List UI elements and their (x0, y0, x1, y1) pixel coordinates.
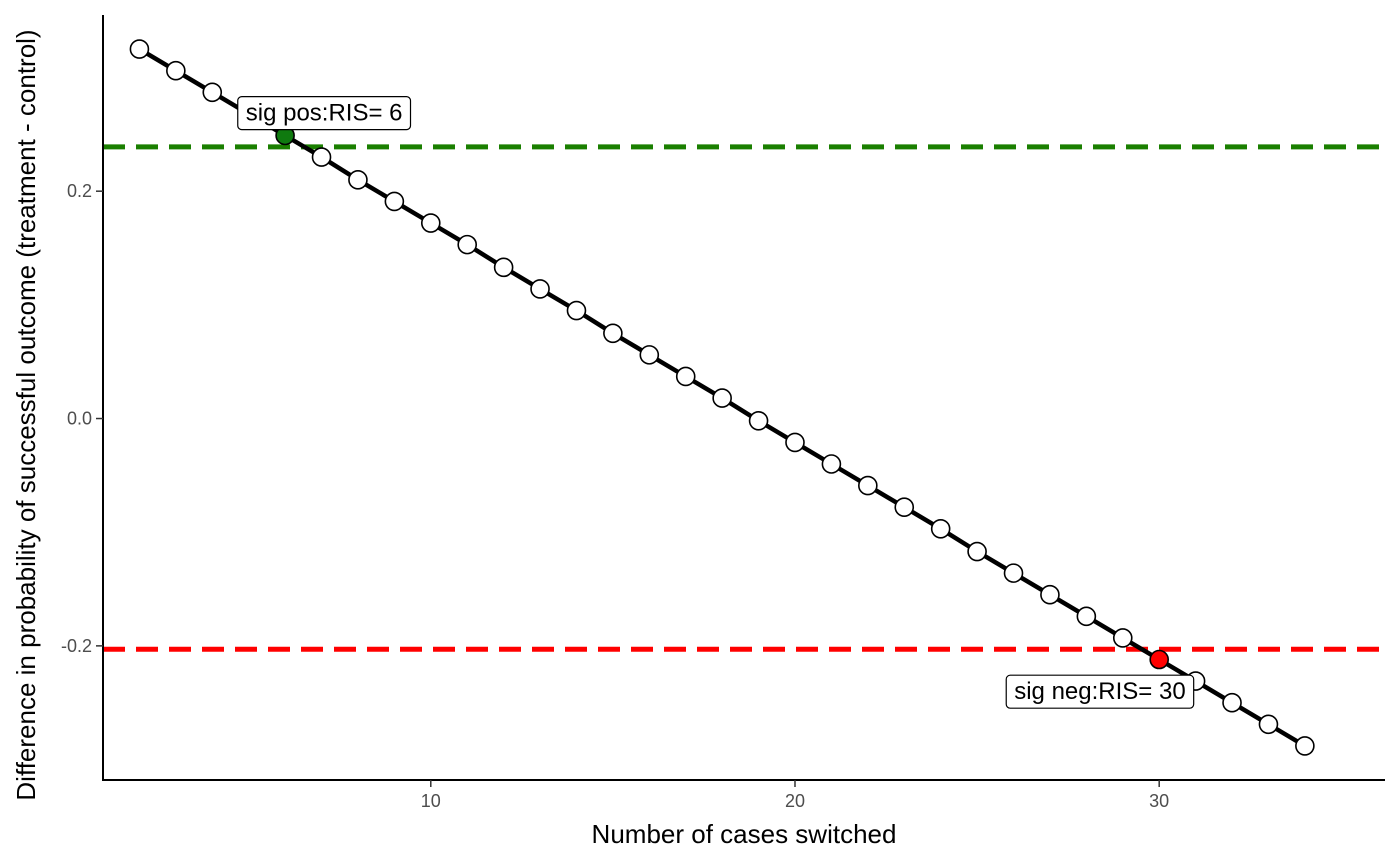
data-point (1076, 606, 1097, 627)
data-point (1295, 736, 1315, 756)
data-point (566, 300, 587, 321)
data-point (712, 388, 732, 408)
y-tick-label: -0.2 (61, 636, 92, 656)
annotation-box (237, 96, 412, 131)
data-point (930, 518, 951, 539)
data-point (129, 39, 150, 59)
annotation-label-2: sig neg:RIS= 30 (1005, 674, 1195, 709)
annotation-text: sig pos:RIS= 6 (246, 100, 403, 127)
y-axis-title: Difference in probability of successful … (11, 29, 41, 800)
data-point (493, 257, 514, 278)
x-tick-label: 30 (1149, 791, 1169, 811)
highlighted-point (1149, 649, 1169, 670)
annotations: sig pos:RIS= 6 sig neg:RIS= 30 (237, 96, 1195, 709)
data-point (1258, 714, 1279, 735)
data-point (420, 213, 441, 233)
threshold-lines (103, 144, 1385, 652)
data-point (166, 60, 186, 81)
annotation-text: sig neg:RIS= 30 (1014, 678, 1185, 705)
data-point (675, 366, 696, 387)
data-point (348, 170, 368, 190)
annotation-label-1: sig pos:RIS= 6 (237, 96, 412, 131)
data-point (530, 279, 550, 299)
data-point (1003, 563, 1024, 583)
annotation-box (1005, 674, 1195, 709)
data-point (1040, 584, 1060, 605)
x-tick-label: 20 (785, 791, 805, 811)
data-point (639, 345, 660, 365)
x-axis-title: Number of cases switched (592, 819, 897, 849)
data-point (603, 323, 623, 344)
data-point (384, 191, 405, 212)
data-point (1112, 628, 1133, 648)
data-point (858, 475, 878, 496)
data-point (1222, 692, 1242, 713)
data-point (894, 497, 915, 517)
data-point (821, 454, 842, 474)
x-tick-label: 10 (421, 791, 441, 811)
y-tick-label: 0.0 (67, 409, 92, 429)
data-point (785, 432, 805, 453)
data-point (202, 82, 223, 103)
data-point (748, 411, 769, 431)
axes: 10 20 30 0.2 0.0 -0.2 (61, 15, 1385, 811)
data-point (457, 234, 478, 255)
data-point (311, 147, 332, 167)
data-point (967, 541, 987, 562)
y-tick-label: 0.2 (67, 181, 92, 201)
